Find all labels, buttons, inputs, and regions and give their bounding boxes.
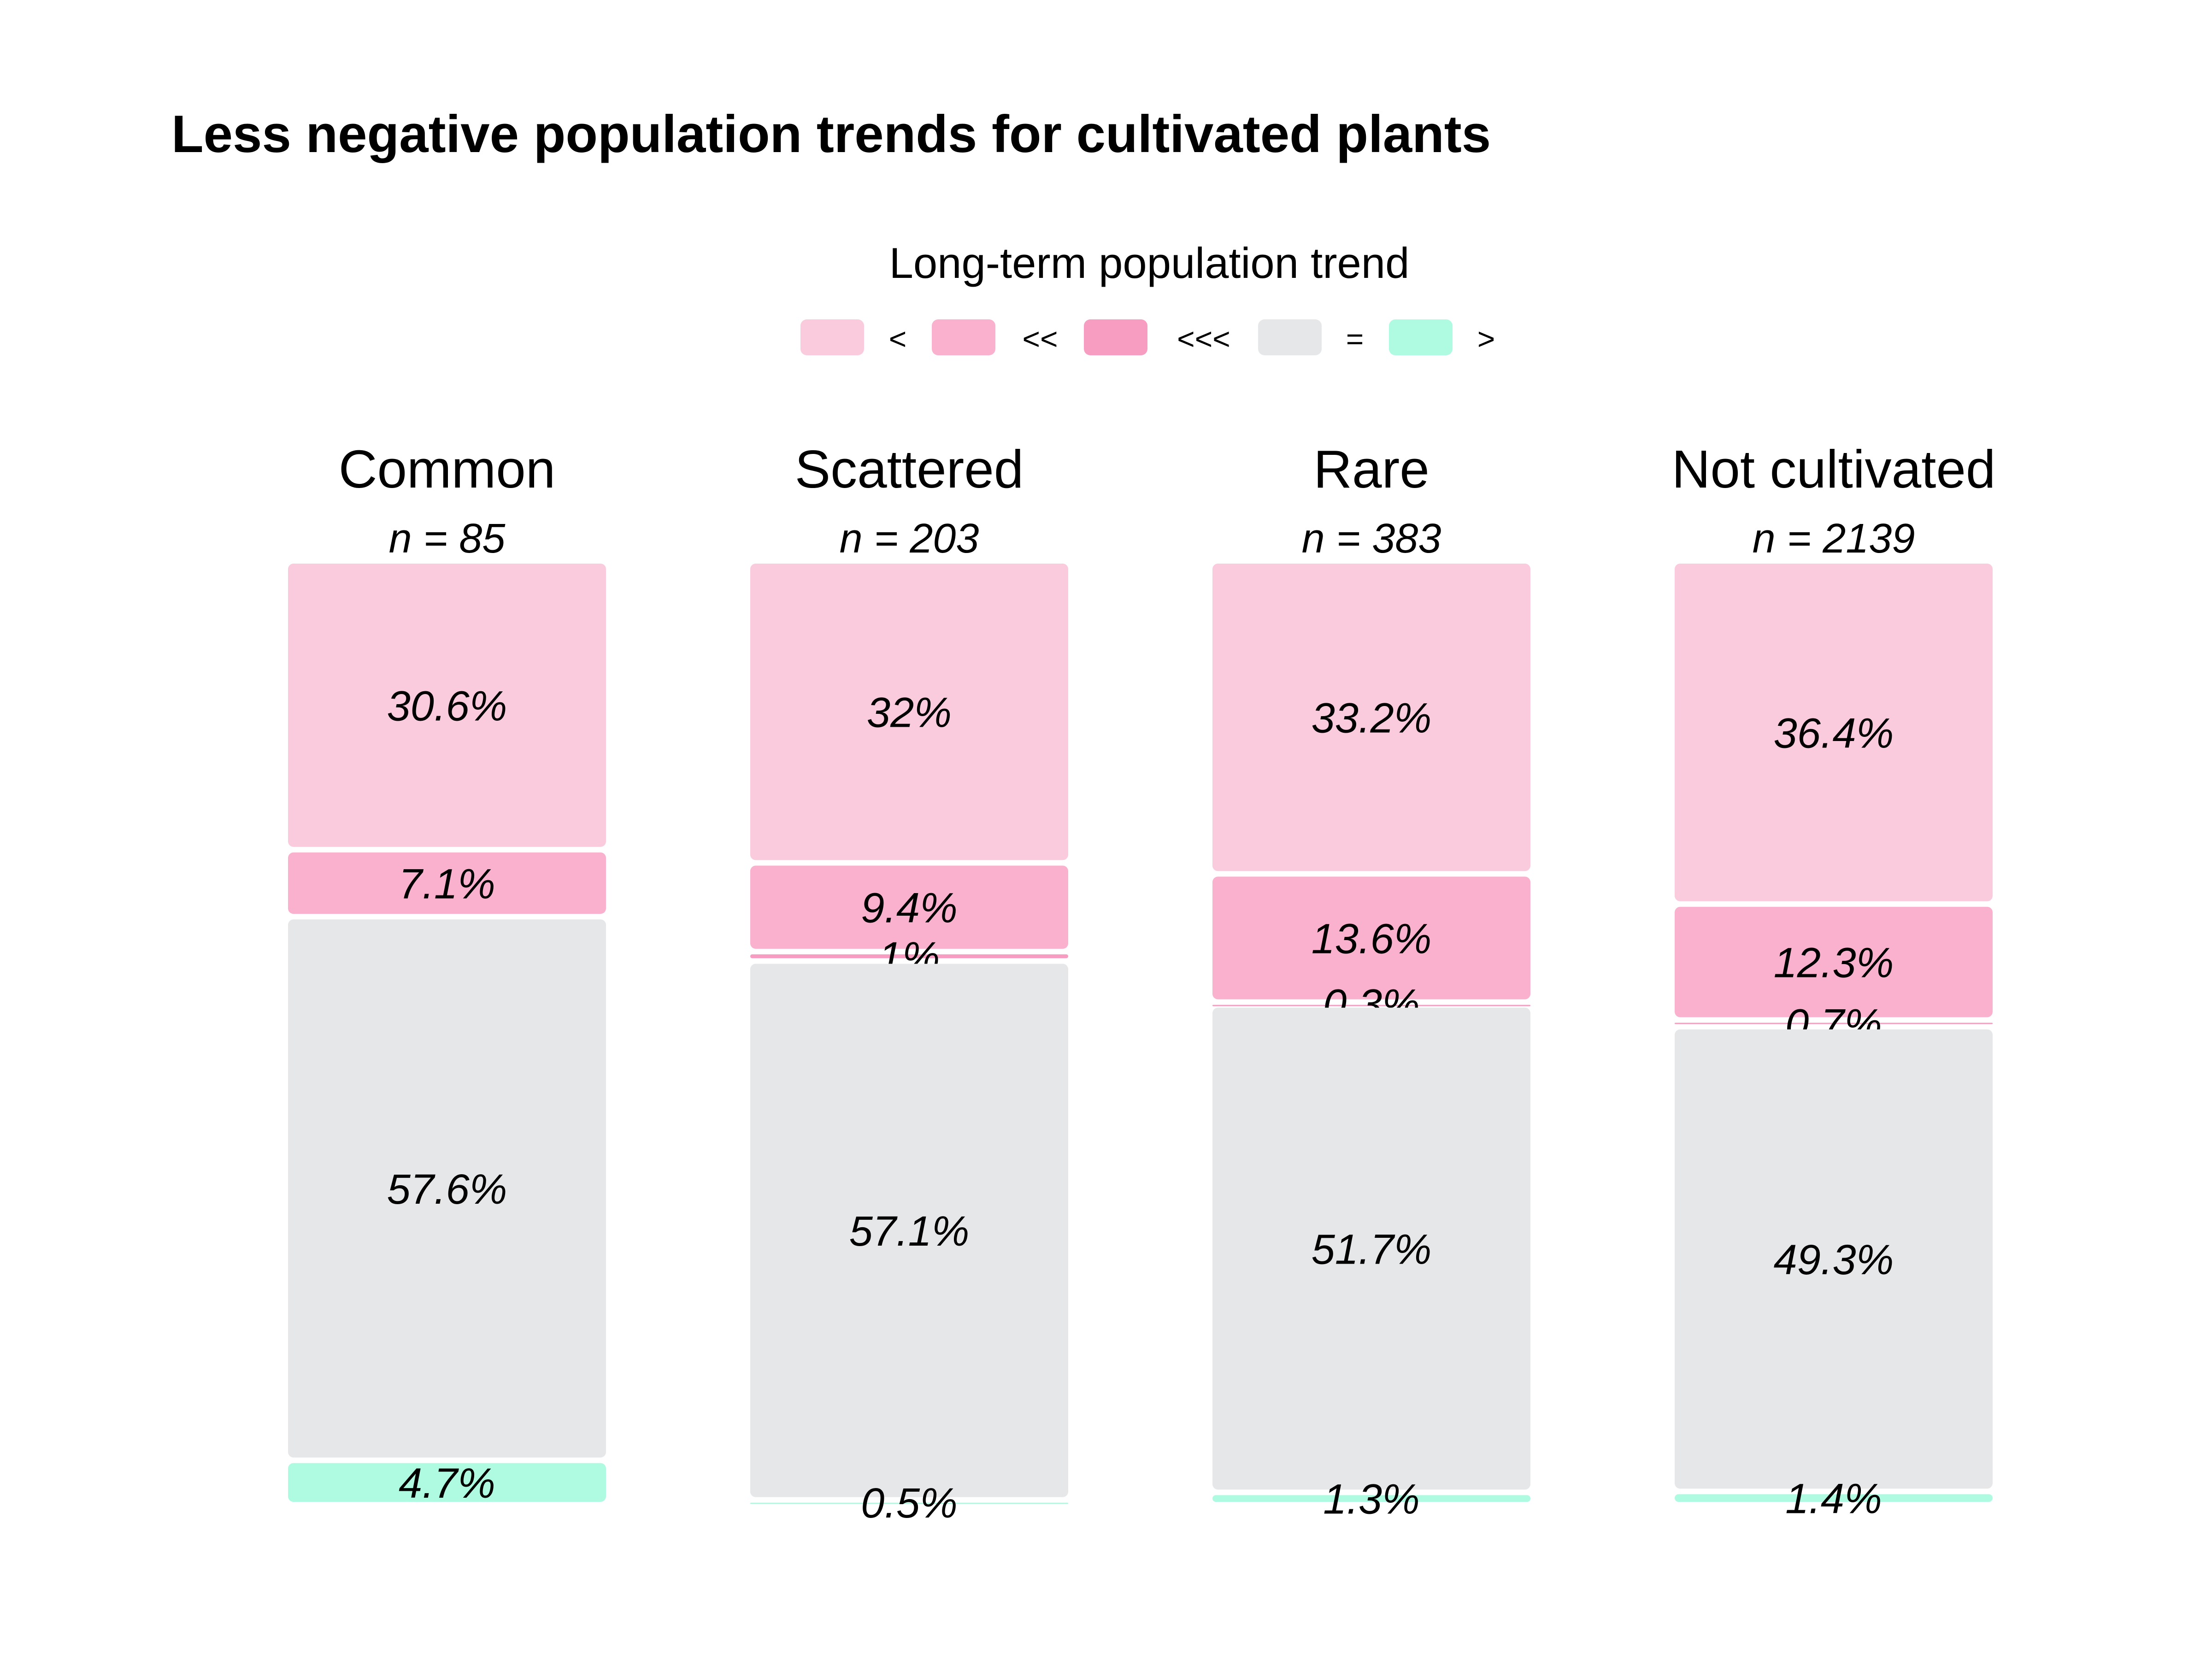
facet-n-label: n = 203 xyxy=(840,516,979,562)
segment-label-0: 30.6% xyxy=(387,682,507,729)
bar-segment-0 xyxy=(750,564,1068,860)
bar-segment-2 xyxy=(1675,1023,1993,1024)
segment-label-1: 12.3% xyxy=(1774,940,1894,987)
bar-segment-3 xyxy=(1675,1029,1993,1489)
chart-title: Less negative population trends for cult… xyxy=(171,105,1491,164)
facet-title: Not cultivated xyxy=(1672,439,1996,499)
facet-0: Common n = 85 30.6% 7.1% 57.6% 4.7% xyxy=(288,439,606,1507)
segment-label-4: 0.5% xyxy=(861,1480,958,1527)
bar-segment-1 xyxy=(1675,906,1993,1018)
bar-segment-4 xyxy=(750,1502,1068,1504)
bar-segment-4 xyxy=(1675,1494,1993,1502)
legend: < << <<< = > xyxy=(800,319,1495,356)
segment-label-4: 1.3% xyxy=(1323,1476,1420,1523)
legend-title: Long-term population trend xyxy=(889,239,1410,287)
bar-segment-0 xyxy=(1675,564,1993,901)
legend-swatch-3 xyxy=(1258,319,1322,355)
facet-title: Scattered xyxy=(795,439,1024,499)
segment-label-3: 51.7% xyxy=(1312,1226,1432,1273)
bar-segment-1 xyxy=(1212,877,1530,1000)
legend-swatch-4 xyxy=(1389,319,1453,355)
bar-segment-2 xyxy=(1212,1005,1530,1006)
bar-segment-2 xyxy=(750,954,1068,959)
legend-swatch-0 xyxy=(800,319,864,355)
bar-segment-0 xyxy=(288,564,606,847)
segment-label-0: 36.4% xyxy=(1774,710,1894,757)
segment-label-3: 4.7% xyxy=(399,1460,495,1507)
segment-label-0: 32% xyxy=(867,689,952,736)
segment-label-3: 49.3% xyxy=(1774,1236,1894,1283)
bar-segment-3 xyxy=(1212,1007,1530,1490)
legend-label-3: = xyxy=(1346,322,1364,356)
facet-n-label: n = 383 xyxy=(1302,516,1441,562)
bar-segment-1 xyxy=(288,852,606,914)
facet-n-label: n = 85 xyxy=(389,516,506,562)
facets: Common n = 85 30.6% 7.1% 57.6% 4.7% Scattered n… xyxy=(288,439,1995,1527)
legend-label-0: < xyxy=(889,322,907,356)
segment-label-1: 7.1% xyxy=(399,860,495,907)
segment-label-1: 13.6% xyxy=(1312,915,1432,962)
facet-title: Rare xyxy=(1313,439,1429,499)
legend-swatch-2 xyxy=(1084,319,1147,355)
segment-label-1: 9.4% xyxy=(861,885,958,932)
legend-label-4: > xyxy=(1477,322,1495,356)
facet-title: Common xyxy=(339,439,556,499)
legend-label-1: << xyxy=(1022,322,1058,356)
segment-label-4: 1.4% xyxy=(1785,1476,1882,1523)
bar-segment-0 xyxy=(1212,564,1530,871)
legend-swatch-1 xyxy=(932,319,995,355)
segment-label-0: 33.2% xyxy=(1312,695,1432,742)
segment-label-2: 57.6% xyxy=(387,1166,507,1213)
facet-n-label: n = 2139 xyxy=(1753,516,1915,562)
bar-segment-3 xyxy=(288,1463,606,1502)
bar-segment-3 xyxy=(750,964,1068,1497)
bar-segment-1 xyxy=(750,865,1068,949)
bar-segment-2 xyxy=(288,919,606,1458)
legend-label-2: <<< xyxy=(1177,322,1230,356)
segment-label-3: 57.1% xyxy=(849,1208,970,1255)
bar-segment-4 xyxy=(1212,1495,1530,1502)
